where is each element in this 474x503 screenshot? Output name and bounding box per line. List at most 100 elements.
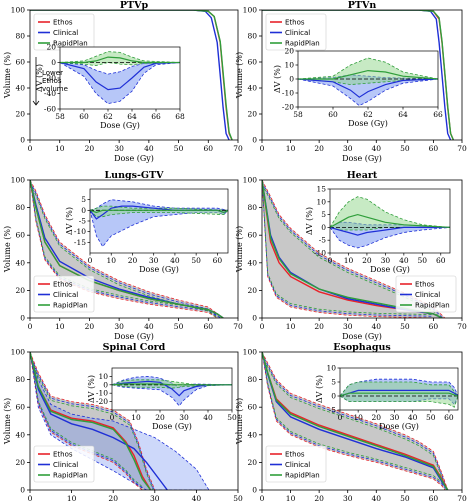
legend-label: RapidPlan (53, 302, 88, 310)
inset-x-tick-label: 0 (338, 413, 343, 422)
axes-frame (261, 351, 463, 491)
inset-y-tick-label: -15 (74, 238, 86, 247)
inset-plot-area (330, 196, 450, 249)
inset-x-tick-label: 20 (372, 413, 382, 422)
inset-x-tick-label: 10 (106, 256, 116, 265)
legend-label: Ethos (53, 19, 73, 27)
x-tick-label: 50 (174, 144, 184, 153)
y-tick-label: 60 (247, 58, 257, 67)
y-tick-label: 0 (252, 314, 257, 323)
envelope-lower-clinical (262, 352, 446, 489)
panel-0: 0 10 20 30 40 50 60 70 0 20 40 60 80 100 PTVp Dose (Gy)… (3, 0, 243, 163)
inset-y-tick-label: 10 (98, 372, 108, 381)
inset-upper-rapidplan (60, 51, 180, 63)
inset-x-tick-label: 66 (151, 112, 161, 121)
x-tick-label: 10 (286, 144, 296, 153)
panel-title: Lungs-GTV (105, 170, 165, 181)
axes-frame (29, 179, 239, 319)
axes-frame (261, 9, 463, 141)
x-tick-label: 0 (260, 322, 265, 331)
x-tick-label: 10 (55, 322, 65, 331)
legend-box (265, 13, 327, 51)
inset-band-rapidplan (340, 382, 458, 408)
inset-x-axis-label: Dose (Gy) (100, 121, 140, 130)
inset-mean-rapidplan (298, 69, 438, 80)
legend-label: Clinical (53, 291, 78, 299)
inset-y-tick-label: 10 (326, 364, 336, 373)
envelope-upper-ethos (262, 180, 446, 318)
inset-x-tick-label: 40 (399, 256, 409, 265)
inset-x-axis-label: Dose (Gy) (348, 119, 388, 128)
envelope-lower-ethos (262, 180, 434, 318)
legend: Ethos Clinical RapidPlan (265, 445, 327, 483)
inset-y-tick-label: 5 (321, 210, 326, 219)
envelope-lower-rapidplan (262, 352, 446, 487)
inset-frame (329, 188, 451, 254)
inset-y-tick-label: -5 (319, 236, 327, 245)
inset-x-tick-label: 60 (79, 112, 89, 121)
inset-band-rapidplan (330, 196, 450, 230)
y-tick-label: 20 (15, 286, 25, 295)
y-tick-label: 100 (243, 6, 258, 15)
inset-x-tick-label: 64 (398, 110, 408, 119)
inset-x-tick-label: 0 (88, 256, 93, 265)
x-tick-label: 60 (204, 322, 214, 331)
panel-title: PTVp (120, 0, 149, 11)
legend-label: Clinical (285, 461, 310, 469)
inset-y-tick-label: 10 (284, 61, 294, 70)
y-tick-label: 0 (20, 486, 25, 495)
panel-title: Heart (347, 170, 378, 181)
inset-y-tick-label: 0 (289, 75, 294, 84)
inset-y-axis-label: ΔV (%) (65, 207, 74, 235)
inset-x-tick-label: 0 (328, 256, 333, 265)
y-tick-label: 100 (243, 348, 258, 357)
legend-label: RapidPlan (53, 472, 88, 480)
x-tick-label: 0 (28, 144, 33, 153)
x-axis-label: Dose (Gy) (114, 332, 154, 341)
x-tick-label: 50 (400, 494, 410, 503)
inset-x-axis-label: Dose (Gy) (370, 265, 410, 274)
y-tick-label: 60 (15, 58, 25, 67)
legend-box (265, 445, 327, 483)
y-tick-label: 40 (247, 84, 257, 93)
x-tick-label: 60 (204, 144, 214, 153)
y-tick-label: 20 (247, 110, 257, 119)
envelope-lower-clinical (30, 180, 218, 317)
inset-y-tick-label: -10 (282, 89, 294, 98)
inset-y-axis-label: ΔV (%) (315, 375, 324, 403)
legend-label: Ethos (53, 281, 73, 289)
x-tick-label: 40 (144, 144, 154, 153)
inset-lower-clinical (112, 384, 232, 407)
x-tick-label: 0 (260, 494, 265, 503)
legend-label: Clinical (53, 29, 78, 37)
inset-y-tick-label: 15 (316, 185, 326, 194)
annotation-line: Lower (42, 69, 63, 77)
x-tick-label: 70 (233, 322, 243, 331)
y-tick-label: 60 (15, 231, 25, 240)
y-axis-label: Volume (%) (235, 226, 244, 273)
envelope-upper-ethos (30, 352, 156, 490)
inset-mean-clinical (60, 61, 180, 91)
x-tick-label: 70 (457, 322, 467, 331)
x-axis-label: Dose (Gy) (342, 154, 382, 163)
inset-x-axis-label: Dose (Gy) (152, 422, 192, 431)
y-tick-label: 80 (15, 375, 25, 384)
legend-label: Ethos (53, 451, 73, 459)
inset-upper-rapidplan (330, 196, 450, 228)
x-tick-label: 50 (400, 144, 410, 153)
x-tick-label: 10 (286, 322, 296, 331)
y-tick-label: 80 (247, 203, 257, 212)
y-axis-label: Volume (%) (3, 52, 12, 99)
envelope-upper-rapidplan (30, 355, 154, 490)
inset-band-clinical (298, 74, 438, 106)
x-tick-label: 20 (108, 494, 118, 503)
legend: Ethos Clinical RapidPlan (33, 13, 95, 51)
legend-label: RapidPlan (53, 40, 88, 48)
inset-x-tick-label: 30 (179, 413, 189, 422)
inset-y-tick-label: -20 (282, 103, 294, 112)
inset-y-tick-label: 20 (284, 47, 294, 56)
panel-title: PTVn (348, 0, 377, 11)
x-tick-label: 50 (174, 322, 184, 331)
x-tick-label: 70 (233, 144, 243, 153)
